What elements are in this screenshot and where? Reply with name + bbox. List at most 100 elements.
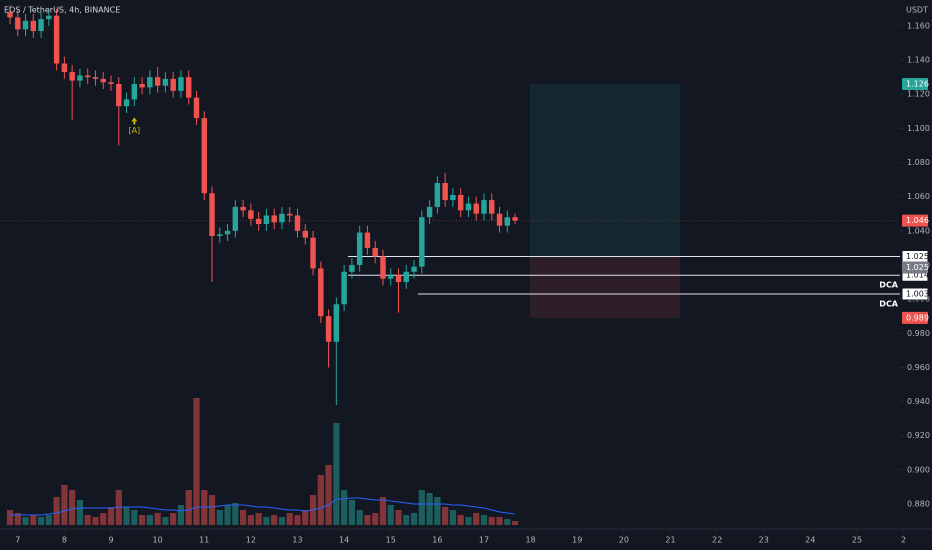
candle-body [287, 213, 293, 216]
candle-body [185, 77, 192, 98]
candle-body [178, 77, 184, 91]
volume-bar [123, 507, 130, 525]
volume-bar [53, 497, 60, 525]
candle-body [426, 206, 433, 218]
candle-body [364, 232, 371, 248]
volume-bar [364, 515, 371, 525]
y-tick-label: 1.060 [907, 192, 930, 201]
candle-body [310, 237, 316, 269]
x-tick-label: 23 [759, 536, 769, 545]
volume-layer [6, 398, 519, 525]
volume-bar [162, 517, 169, 525]
x-tick-label: 13 [292, 536, 302, 545]
volume-bar [263, 517, 270, 525]
candle-body [279, 213, 285, 223]
position-layer [530, 84, 680, 318]
candle-body [255, 218, 262, 224]
candle-body [100, 78, 106, 83]
candle-body [333, 304, 340, 342]
volume-ma-line [10, 497, 516, 516]
x-tick-label: 9 [108, 536, 113, 545]
volume-bar [465, 517, 472, 525]
candle-body [224, 230, 231, 235]
candle-body [349, 264, 355, 272]
volume-bar [341, 490, 348, 525]
volume-bar [511, 521, 519, 525]
volume-bar [232, 503, 239, 525]
stop-zone [530, 256, 680, 318]
candle-body [240, 206, 246, 211]
y-tick-label: 1.120 [907, 90, 930, 99]
candle-body [395, 275, 402, 283]
candle-body [77, 75, 83, 81]
x-tick-label: 2 [901, 536, 906, 545]
x-tick-label: 11 [199, 536, 209, 545]
volume-bar [154, 513, 161, 525]
x-tick-label: 14 [339, 536, 349, 545]
volume-bar [379, 497, 387, 525]
annotation-arrow [131, 117, 138, 125]
volume-bar [395, 510, 402, 525]
volume-bar [146, 515, 153, 525]
volume-bar [473, 513, 480, 525]
volume-bar [216, 510, 223, 525]
candle-body [170, 78, 176, 91]
volume-bar [22, 517, 29, 525]
candle-body [131, 84, 138, 100]
x-tick-label: 16 [432, 536, 442, 545]
level-badge: 1.014 [906, 271, 929, 280]
candle-body [496, 213, 503, 226]
candle-body [7, 12, 13, 18]
volume-bar [6, 510, 14, 525]
x-tick-label: 12 [246, 536, 256, 545]
volume-bar [240, 510, 247, 525]
y-tick-label: 1.140 [907, 56, 930, 65]
x-tick-label: 19 [572, 536, 582, 545]
candle-body [465, 203, 472, 211]
y-tick-label: 1.040 [907, 226, 930, 235]
y-tick-label: 1.080 [907, 158, 930, 167]
volume-bar [302, 510, 309, 525]
volume-bar [442, 507, 449, 525]
annotation-label: [A] [128, 126, 140, 135]
y-tick-label: 1.100 [907, 124, 930, 133]
volume-bar [457, 515, 464, 525]
candle-body [457, 194, 464, 211]
axis-layer: 1.1601.1401.1201.1001.0801.0601.0401.020… [15, 21, 930, 544]
volume-bar [208, 495, 216, 525]
volume-bar [504, 519, 511, 525]
entry-badge: 1.025 [906, 263, 929, 272]
candle-body [380, 256, 386, 279]
volume-bar [434, 497, 441, 525]
volume-bar [107, 507, 115, 525]
price-layer: [A] [0, 5, 900, 405]
volume-bar [426, 493, 433, 525]
volume-bar [387, 505, 394, 525]
target-badge: 1.126 [906, 80, 929, 89]
x-tick-label: 24 [805, 536, 815, 545]
volume-bar [45, 515, 52, 525]
candle-body [419, 217, 425, 267]
entry-badge-bg [902, 261, 928, 274]
volume-bar [69, 490, 76, 525]
volume-bar [317, 475, 324, 525]
candle-body [232, 206, 239, 231]
candle-body [22, 20, 29, 30]
candle-body [116, 84, 122, 107]
candle-body [318, 268, 324, 317]
candle-body [15, 17, 21, 30]
volume-bar [193, 398, 200, 525]
candle-body [69, 72, 75, 81]
candle-body [154, 77, 161, 86]
volume-bar [177, 505, 185, 525]
y-tick-label: 0.940 [907, 397, 930, 406]
level-badge: 1.003 [906, 290, 929, 299]
volume-bar [14, 513, 21, 525]
candle-body [450, 194, 456, 201]
candle-body [209, 193, 215, 236]
volume-bar [37, 517, 45, 525]
volume-bar [84, 515, 91, 525]
candle-body [38, 19, 44, 32]
candle-body [356, 232, 363, 265]
